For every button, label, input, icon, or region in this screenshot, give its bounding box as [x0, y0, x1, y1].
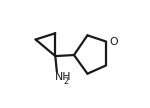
Text: O: O — [109, 37, 118, 47]
Text: 2: 2 — [64, 78, 69, 87]
Text: NH: NH — [55, 72, 71, 82]
